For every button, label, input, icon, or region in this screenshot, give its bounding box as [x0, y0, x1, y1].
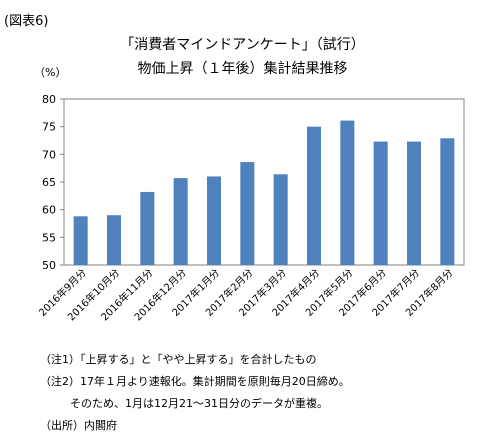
chart-title-line1: 「消費者マインドアンケート」（試行） [120, 37, 365, 53]
y-tick-label: 55 [42, 231, 56, 244]
y-tick-label: 65 [42, 176, 56, 189]
bar [107, 215, 121, 265]
bar [73, 216, 88, 265]
bar [273, 174, 288, 265]
chart-title-line2: 物価上昇（１年後）集計結果推移 [137, 61, 348, 77]
bar [373, 141, 388, 265]
y-tick-label: 70 [42, 148, 56, 161]
bar [207, 176, 221, 265]
bar [240, 162, 255, 265]
source-note: （出所）内閣府 [40, 419, 117, 432]
y-tick-label: 80 [42, 93, 56, 106]
y-axis: 50 55 60 65 70 75 80 [42, 93, 64, 272]
y-axis-unit-label: （%） [34, 66, 67, 79]
plot-area-border [63, 98, 465, 266]
note-2-continued: そのため、1月は12月21～31日分のデータが重複。 [70, 397, 328, 410]
bars [73, 120, 455, 266]
note-1: （注1）「上昇する」と「やや上昇する」を合計したもの [40, 353, 317, 366]
bar-chart: 50 55 60 65 70 75 80 2016年9月分2016年10月分2016年11月… [36, 93, 465, 323]
note-2: （注2）17年１月より速報化。集計期間を原則毎月20日締め。 [40, 375, 350, 388]
chart-notes: （注1）「上昇する」と「やや上昇する」を合計したもの （注2）17年１月より速報… [40, 349, 350, 437]
bar [340, 120, 355, 265]
y-tick-label: 50 [42, 259, 56, 272]
y-tick-label: 75 [42, 121, 56, 134]
bar [440, 138, 455, 265]
bar [140, 191, 155, 265]
y-tick-label: 60 [42, 204, 56, 217]
bar [407, 141, 421, 265]
bar [307, 126, 321, 266]
figure-label: (図表6) [4, 14, 49, 29]
bar [173, 178, 188, 265]
x-axis: 2016年9月分2016年10月分2016年11月分2016年12月分2017年… [36, 266, 456, 323]
